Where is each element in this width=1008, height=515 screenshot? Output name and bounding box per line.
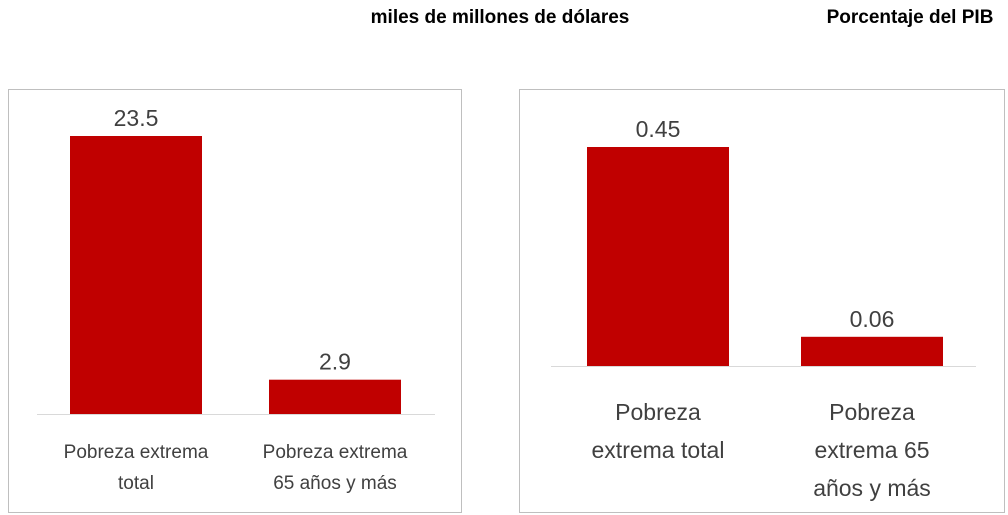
left-bar-1: [70, 136, 202, 414]
left-bar-2: [269, 379, 401, 414]
left-category-label-2-line-2: 65 años y más: [273, 473, 397, 494]
left-category-label-2-line-1: Pobreza extrema: [263, 442, 408, 463]
right-category-label-2: Pobreza extrema 65 años y más: [813, 399, 931, 501]
left-value-label-1: 23.5: [114, 105, 159, 131]
right-chart-unit-heading: Porcentaje del PIB: [826, 7, 994, 28]
right-bar-2: [801, 336, 943, 366]
right-value-label-2: 0.06: [850, 306, 895, 332]
left-chart-unit-heading: miles de millones de dólares: [370, 7, 630, 28]
right-bar-1: [587, 147, 729, 366]
right-category-label-1-line-1: Pobreza: [615, 399, 701, 425]
left-category-label-1: Pobreza extrema total: [64, 442, 209, 494]
right-category-label-2-line-2: extrema 65: [814, 437, 929, 463]
left-chart-panel: 23.5 Pobreza extrema total 2.9 Pobreza extre…: [8, 89, 462, 513]
right-bar-chart: 0.45 Pobreza extrema total 0.06 Pobreza extre…: [551, 116, 976, 501]
right-category-label-2-line-3: años y más: [813, 475, 931, 501]
right-category-label-2-line-1: Pobreza: [829, 399, 915, 425]
left-value-label-2: 2.9: [319, 349, 351, 375]
left-category-label-2: Pobreza extrema 65 años y más: [263, 442, 408, 494]
right-chart-panel: 0.45 Pobreza extrema total 0.06 Pobreza extre…: [519, 89, 1005, 513]
right-category-label-1-line-2: extrema total: [592, 437, 725, 463]
left-category-label-1-line-2: total: [118, 473, 154, 494]
left-category-label-1-line-1: Pobreza extrema: [64, 442, 209, 463]
right-category-label-1: Pobreza extrema total: [592, 399, 725, 463]
right-value-label-1: 0.45: [636, 116, 681, 142]
left-bar-chart: 23.5 Pobreza extrema total 2.9 Pobreza extre…: [37, 105, 435, 494]
